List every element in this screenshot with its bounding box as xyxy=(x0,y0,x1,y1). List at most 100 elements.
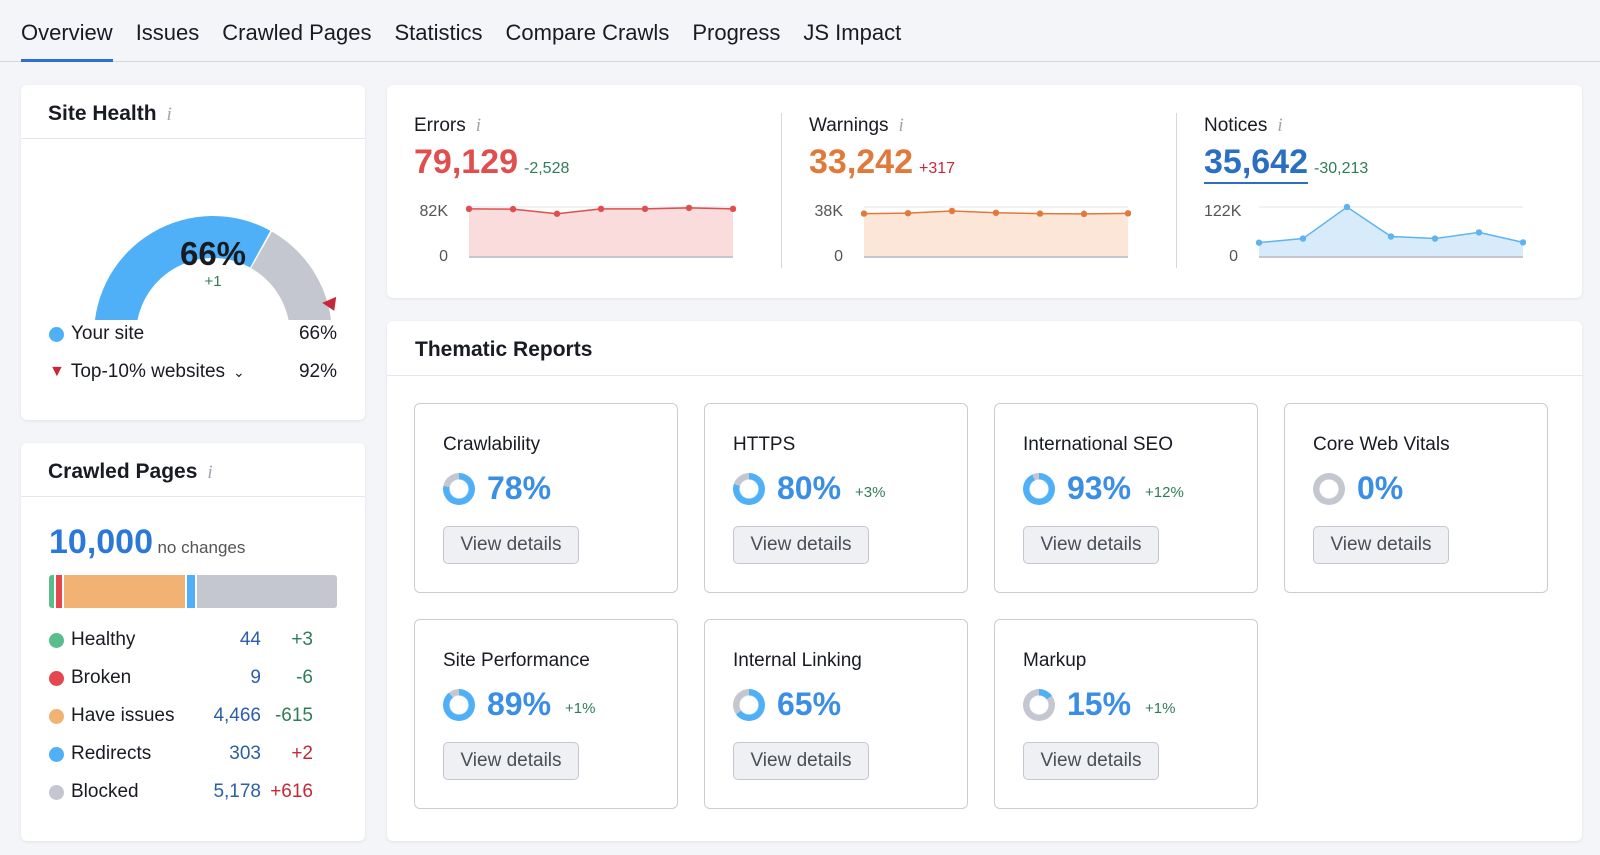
metric-value[interactable]: 35,642 xyxy=(1204,143,1308,184)
tab-crawled-pages[interactable]: Crawled Pages xyxy=(222,20,372,45)
sparkline-point[interactable] xyxy=(904,209,912,217)
sparkline-point[interactable] xyxy=(509,205,517,213)
sparkline-point[interactable] xyxy=(729,205,736,213)
report-name: HTTPS xyxy=(733,434,796,455)
sparkline-point[interactable] xyxy=(1124,210,1131,217)
status-dot xyxy=(49,632,64,648)
info-icon[interactable]: i xyxy=(1277,115,1283,136)
sparkline xyxy=(861,206,1131,258)
sparkline-point[interactable] xyxy=(1431,235,1439,242)
crawled-pages-card: Crawled Pages i 10,000 no changes Healthy… xyxy=(21,443,365,841)
view-details-button[interactable]: View details xyxy=(1023,526,1159,564)
sparkline-point[interactable] xyxy=(1387,233,1395,240)
info-icon[interactable]: i xyxy=(166,104,172,125)
crawled-total[interactable]: 10,000 xyxy=(49,523,153,561)
sparkline-point[interactable] xyxy=(1299,235,1307,242)
report-score-row: 89% +1% xyxy=(443,686,596,723)
chevron-down-icon[interactable]: ⌄ xyxy=(233,363,245,380)
y-max-label: 82K xyxy=(419,203,448,220)
sparkline-point[interactable] xyxy=(1256,239,1263,246)
row-label: Blocked xyxy=(71,781,139,802)
metric-label: Warnings i xyxy=(809,115,1169,137)
view-details-button[interactable]: View details xyxy=(443,526,579,564)
row-value[interactable]: 4,466 xyxy=(213,705,261,726)
row-value[interactable]: 303 xyxy=(229,743,261,764)
sparkline-point[interactable] xyxy=(948,207,956,215)
metric-value[interactable]: 79,129 xyxy=(414,143,518,181)
info-icon[interactable]: i xyxy=(475,115,482,136)
view-details-button[interactable]: View details xyxy=(733,526,869,564)
sparkline-point[interactable] xyxy=(641,205,649,213)
tab-issues[interactable]: Issues xyxy=(135,20,200,45)
report-delta: +1% xyxy=(1145,700,1176,717)
report-name: Internal Linking xyxy=(733,650,862,671)
bar-segment-have-issues[interactable] xyxy=(63,575,185,608)
sparkline-point[interactable] xyxy=(992,209,1000,216)
view-details-button[interactable]: View details xyxy=(1023,742,1159,780)
legend-label: Your site xyxy=(71,323,145,344)
your-site-dot xyxy=(49,326,64,342)
legend-label: Top-10% websites xyxy=(70,361,226,382)
report-score-row: 80% +3% xyxy=(733,470,886,507)
site-health-gauge xyxy=(95,216,337,320)
row-delta: -615 xyxy=(274,705,313,726)
legend-top10[interactable]: ▼ Top-10% websites ⌄ 92% xyxy=(49,361,337,383)
crawled-pages-title: Crawled Pages i xyxy=(21,443,365,497)
sparkline-area xyxy=(1259,207,1523,257)
sparkline-point[interactable] xyxy=(685,204,693,212)
crawled-row[interactable]: Broken 9 -6 xyxy=(49,667,313,689)
status-dot xyxy=(49,670,64,686)
report-delta: +3% xyxy=(855,484,886,501)
metric-value[interactable]: 33,242 xyxy=(809,143,913,181)
site-health-title-text: Site Health xyxy=(48,102,157,125)
site-health-card: Site Health i 66% +1 Your site 66% ▼ Top-10… xyxy=(21,85,365,420)
sparkline xyxy=(1256,203,1526,258)
bar-segment-redirects[interactable] xyxy=(186,575,195,608)
bar-segment-broken[interactable] xyxy=(56,575,62,608)
tab-compare-crawls[interactable]: Compare Crawls xyxy=(505,20,670,45)
sparkline-point[interactable] xyxy=(1475,229,1483,236)
sparkline-point[interactable] xyxy=(1343,203,1351,211)
report-score-row: 78% xyxy=(443,470,551,507)
view-details-button[interactable]: View details xyxy=(443,742,579,780)
thematic-report-site-performance: Site Performance 89% +1% View details xyxy=(414,619,678,809)
legend-value: 92% xyxy=(298,361,337,382)
view-details-button[interactable]: View details xyxy=(733,742,869,780)
status-dot xyxy=(49,784,64,800)
crawled-row[interactable]: Redirects 303 +2 xyxy=(49,743,313,765)
site-health-title: Site Health i xyxy=(21,85,365,139)
row-value[interactable]: 9 xyxy=(250,667,261,688)
sparkline-point[interactable] xyxy=(553,210,561,217)
crawled-pages-title-text: Crawled Pages xyxy=(48,460,198,483)
row-delta: -6 xyxy=(296,667,313,688)
sparkline-point[interactable] xyxy=(466,205,473,213)
site-health-delta: +1 xyxy=(204,273,222,290)
sparkline-point[interactable] xyxy=(597,205,605,213)
sparkline-point[interactable] xyxy=(861,210,868,217)
tab-statistics[interactable]: Statistics xyxy=(394,20,483,45)
report-name: Site Performance xyxy=(443,650,590,671)
view-details-button[interactable]: View details xyxy=(1313,526,1449,564)
info-icon[interactable]: i xyxy=(898,115,904,136)
row-delta: +2 xyxy=(291,743,313,764)
row-value[interactable]: 44 xyxy=(239,629,261,650)
sparkline-point[interactable] xyxy=(1036,210,1044,217)
row-value[interactable]: 5,178 xyxy=(213,781,261,802)
crawled-row[interactable]: Blocked 5,178 +616 xyxy=(49,781,313,803)
crawled-row[interactable]: Healthy 44 +3 xyxy=(49,629,313,651)
bar-segment-healthy[interactable] xyxy=(49,575,55,608)
thematic-report-markup: Markup 15% +1% View details xyxy=(994,619,1258,809)
tab-progress[interactable]: Progress xyxy=(692,20,781,45)
crawled-total-row: 10,000 no changes xyxy=(49,523,245,562)
progress-ring-icon xyxy=(733,472,765,505)
report-name: International SEO xyxy=(1023,434,1173,455)
tab-overview[interactable]: Overview xyxy=(21,0,113,62)
sparkline xyxy=(466,204,736,258)
bar-segment-blocked[interactable] xyxy=(196,575,337,608)
info-icon[interactable]: i xyxy=(207,462,213,483)
sparkline-point[interactable] xyxy=(1080,210,1088,218)
metric-delta: -30,213 xyxy=(1314,160,1369,177)
tab-js-impact[interactable]: JS Impact xyxy=(803,20,902,45)
sparkline-point[interactable] xyxy=(1519,239,1526,246)
crawled-row[interactable]: Have issues 4,466 -615 xyxy=(49,705,313,727)
